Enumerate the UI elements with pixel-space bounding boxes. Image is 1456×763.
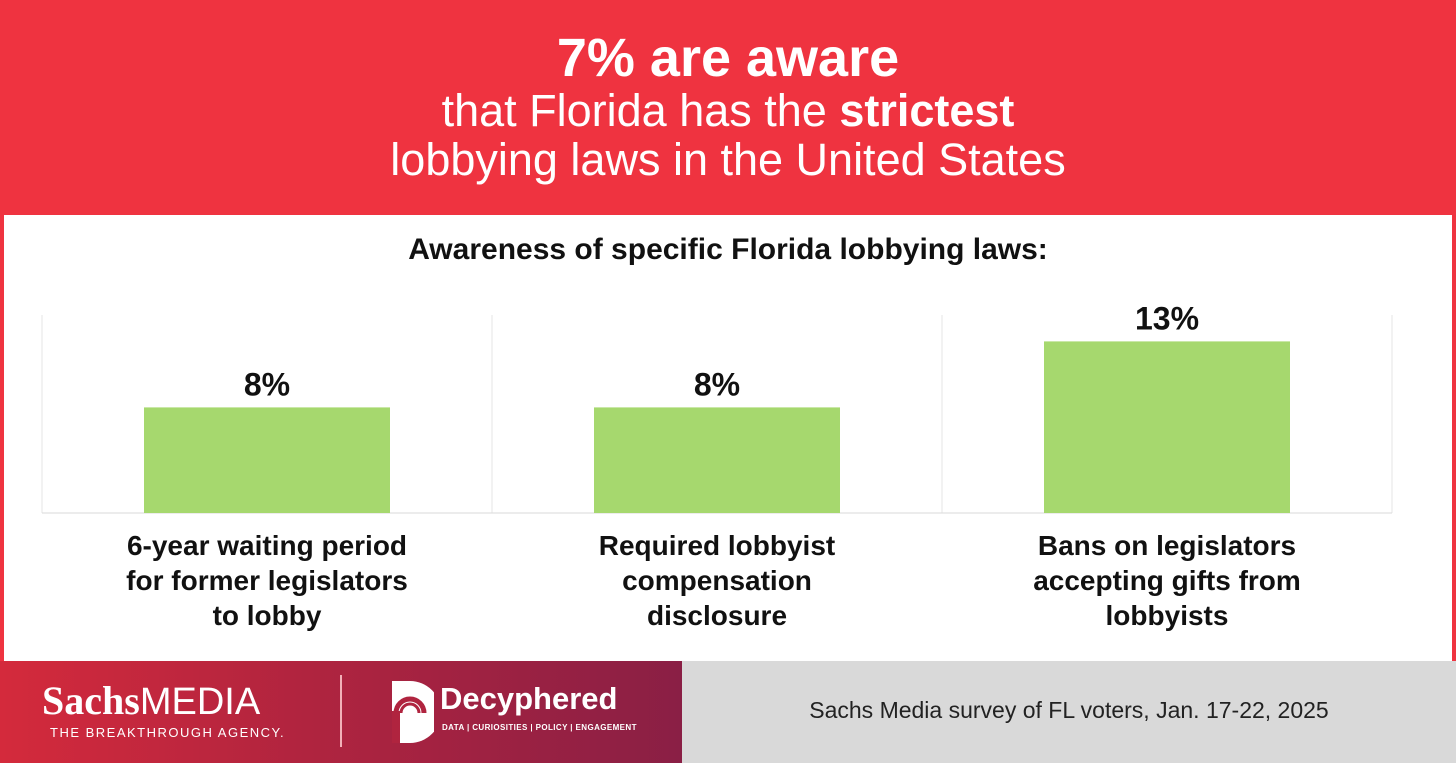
headline: 7% are aware	[556, 28, 900, 88]
sachs-media-logo: SachsMEDIA	[42, 679, 260, 724]
bar-value-label: 8%	[244, 366, 290, 402]
bar-chart: 8% 6-year waiting period for former legisl…	[41, 300, 1393, 631]
bar	[1044, 341, 1290, 513]
category-label: disclosure	[647, 600, 787, 631]
category-label: 6-year waiting period	[127, 530, 407, 561]
bar-value-label: 13%	[1135, 300, 1199, 336]
decyphered-tagline: DATA | CURIOSITIES | POLICY | ENGAGEMENT	[442, 723, 637, 732]
headline-line-2: that Florida has the strictest	[0, 85, 1456, 137]
headline-emphasis: strictest	[839, 85, 1015, 136]
category-label: for former legislators	[126, 565, 408, 596]
category-label: compensation	[622, 565, 812, 596]
decyphered-name: Decyphered	[440, 681, 618, 716]
header-banner: 7% are aware that Florida has the strict…	[0, 0, 1456, 215]
category-label: Required lobbyist	[599, 530, 835, 561]
chart-title: Awareness of specific Florida lobbying l…	[408, 233, 1048, 266]
category-label: to lobby	[213, 600, 322, 631]
headline-line-3: lobbying laws in the United States	[390, 134, 1066, 185]
footer-brand-strip: SachsMEDIA THE BREAKTHROUGH AGENCY. Decy…	[0, 661, 682, 763]
category-label: accepting gifts from	[1033, 565, 1301, 596]
bar-value-label: 8%	[694, 366, 740, 402]
bar	[594, 407, 840, 513]
footer-source-strip: Sachs Media survey of FL voters, Jan. 17…	[682, 661, 1456, 763]
headline-line-2-prefix: that Florida has the	[441, 85, 840, 136]
logo-media: MEDIA	[139, 681, 261, 723]
chart-panel: Awareness of specific Florida lobbying l…	[4, 215, 1452, 661]
decyphered-logo-icon	[392, 681, 434, 743]
logo-sachs: Sachs	[42, 678, 140, 723]
source-note: Sachs Media survey of FL voters, Jan. 17…	[809, 697, 1329, 723]
category-label: Bans on legislators	[1038, 530, 1296, 561]
sachs-tagline: THE BREAKTHROUGH AGENCY.	[50, 725, 286, 740]
category-label: lobbyists	[1106, 600, 1229, 631]
logo-divider	[340, 675, 342, 747]
bar	[144, 407, 390, 513]
